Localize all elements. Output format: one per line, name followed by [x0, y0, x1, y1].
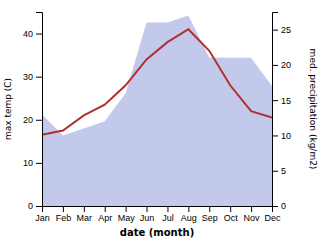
tick-label: Jun [140, 213, 155, 223]
tick-mark [36, 77, 42, 78]
tick-mark [167, 206, 168, 212]
tick: 10 [23, 158, 42, 168]
tick-mark [126, 206, 127, 212]
tick: Sep [202, 206, 218, 223]
tick: 10 [272, 131, 291, 141]
tick-mark [272, 30, 278, 31]
tick-mark [209, 206, 210, 212]
tick-label: 15 [281, 96, 291, 106]
tick-mark [272, 206, 278, 207]
tick: 0 [28, 201, 42, 211]
chart: JanFebMarAprMayJunJulAugSepOctNovDec0102… [0, 0, 318, 242]
tick: 20 [272, 60, 291, 70]
tick-label: 0 [28, 201, 33, 211]
tick-mark [272, 171, 278, 172]
tick-mark [63, 206, 64, 212]
axis-line [273, 13, 279, 207]
tick-label: Feb [56, 213, 72, 223]
tick: 5 [272, 166, 286, 176]
tick-label: Dec [264, 213, 281, 223]
axis-line [36, 13, 43, 207]
tick-label: Sep [202, 213, 218, 223]
tick: 20 [23, 115, 42, 125]
tick-mark [272, 135, 278, 136]
tick-mark [147, 206, 148, 212]
tick: Jan [35, 206, 50, 223]
x-axis: Jan Feb Mar Apr May Jun Jul Aug Sep Oct NovDec [35, 206, 281, 223]
tick-label: Mar [77, 213, 93, 223]
tick-mark [251, 206, 252, 212]
x-axis-title: date (month) [120, 227, 194, 238]
marks [42, 16, 272, 206]
tick-label: 40 [23, 29, 33, 39]
tick-mark [188, 206, 189, 212]
tick-label: 30 [23, 72, 33, 82]
tick: Feb [56, 206, 72, 223]
tick: Jul [162, 206, 174, 223]
tick: Dec [264, 206, 281, 223]
tick: 15 [272, 96, 291, 106]
tick: Apr [98, 206, 112, 223]
tick-label: Jan [35, 213, 50, 223]
tick-mark [272, 65, 278, 66]
tick: 25 [272, 25, 291, 35]
tick-label: 20 [23, 115, 33, 125]
tick-mark [84, 206, 85, 212]
tick-label: Oct [224, 213, 239, 223]
tick-label: Apr [98, 213, 112, 223]
axis-line [43, 207, 273, 213]
tick: Nov [244, 206, 261, 223]
tick: Mar [77, 206, 93, 223]
tick-label: 10 [23, 158, 33, 168]
tick-mark [36, 34, 42, 35]
tick-mark [36, 163, 42, 164]
tick: Aug [181, 206, 197, 223]
tick-mark [230, 206, 231, 212]
tick-label: Nov [244, 213, 261, 223]
y-axis-title: max temp (C) [3, 78, 13, 140]
tick-mark [272, 100, 278, 101]
tick: Jun [140, 206, 155, 223]
area [42, 16, 272, 206]
y2-axis-title: med. precipitation (kg/m2) [308, 49, 318, 170]
tick: 0 [272, 201, 286, 211]
tick-mark [36, 206, 42, 207]
tick-label: May [118, 213, 136, 223]
tick-label: 0 [281, 201, 286, 211]
tick-label: 20 [281, 60, 291, 70]
tick-label: 5 [281, 166, 286, 176]
tick-mark [36, 120, 42, 121]
tick-mark [105, 206, 106, 212]
y-axis: 0 10 20 30 40 [23, 13, 43, 212]
tick: 40 [23, 29, 42, 39]
plot-area: JanFebMarAprMayJunJulAugSepOctNovDec0102… [23, 13, 291, 224]
tick: May [118, 206, 136, 223]
tick-label: Jul [162, 213, 174, 223]
tick-label: 10 [281, 131, 291, 141]
tick-label: Aug [181, 213, 197, 223]
tick: 30 [23, 72, 42, 82]
tick: Oct [224, 206, 239, 223]
tick-label: 25 [281, 25, 291, 35]
y2-axis: 0 5 10 15 20 25 [272, 13, 291, 212]
line [42, 29, 272, 135]
